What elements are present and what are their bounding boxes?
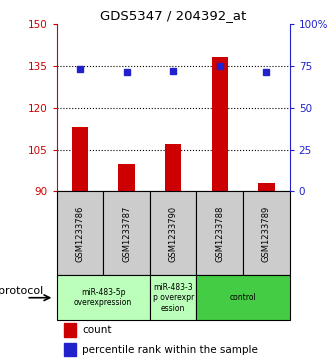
Bar [64,323,77,337]
Text: miR-483-5p
overexpression: miR-483-5p overexpression [74,288,132,307]
Text: percentile rank within the sample: percentile rank within the sample [82,344,258,355]
Text: GSM1233789: GSM1233789 [262,205,271,262]
Bar [150,192,196,276]
Bar [57,192,103,276]
Bar [165,144,181,192]
Text: miR-483-3
p overexpr
ession: miR-483-3 p overexpr ession [153,283,194,313]
Text: GSM1233788: GSM1233788 [215,205,224,262]
Bar [150,276,196,320]
Title: GDS5347 / 204392_at: GDS5347 / 204392_at [100,9,246,23]
Bar [57,276,150,320]
Bar [119,163,135,192]
Bar [196,276,290,320]
Bar [212,57,228,192]
Bar [103,192,150,276]
Bar [196,192,243,276]
Text: GSM1233786: GSM1233786 [75,205,85,262]
Text: GSM1233787: GSM1233787 [122,205,131,262]
Text: GSM1233790: GSM1233790 [168,205,178,261]
Text: protocol: protocol [0,286,44,296]
Bar [64,343,77,356]
Text: count: count [82,325,112,335]
Bar [72,127,88,192]
Bar [258,183,274,192]
Bar [243,192,290,276]
Text: control: control [230,293,256,302]
